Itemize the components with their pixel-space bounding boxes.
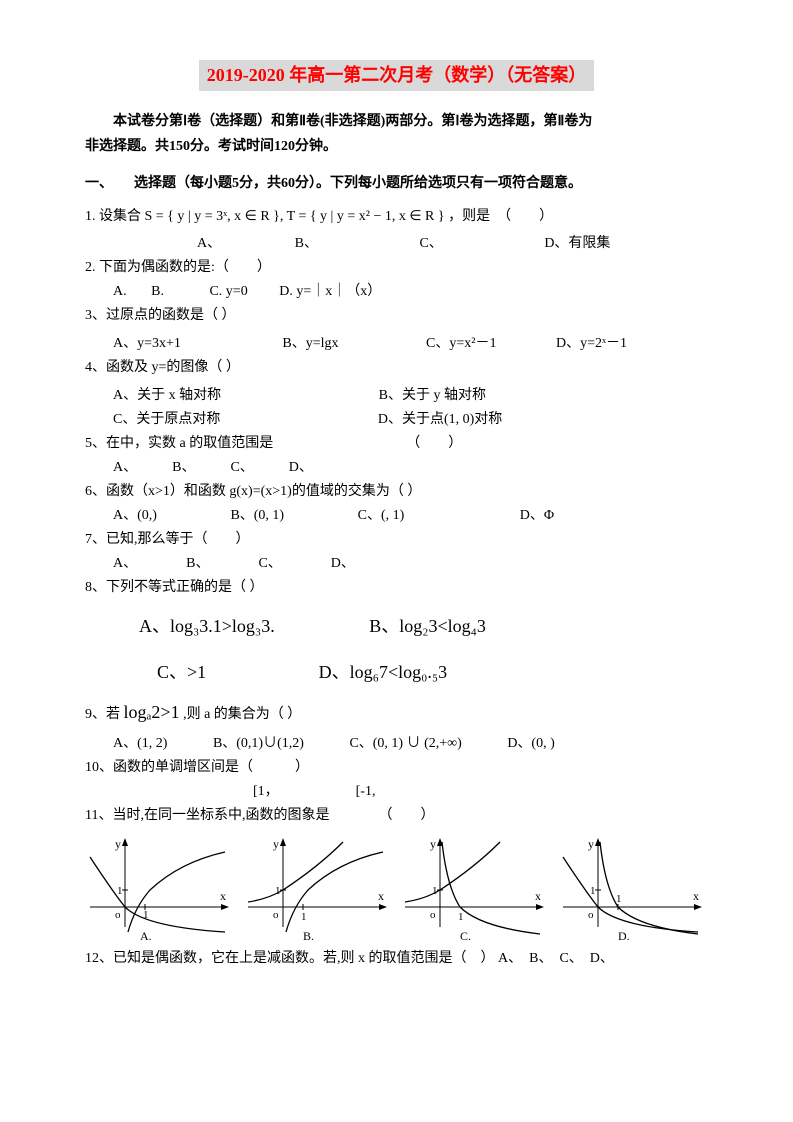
q8-row1: A、log₃3.1>log₃3. B、log₂3<log₄3 — [139, 613, 708, 640]
q4-opt-b: B、关于 y 轴对称 — [379, 388, 486, 403]
q8-opt-b: B、log₂3<log₄3 — [369, 616, 486, 636]
q9-tail: ,则 a 的集合为（ ） — [183, 707, 301, 722]
document-title: 2019-2020 年高一第二次月考（数学）（无答案） — [199, 60, 595, 91]
question-9: 9、若 logₐ2>1 ,则 a 的集合为（ ） — [85, 699, 708, 726]
instructions-line-1: 本试卷分第Ⅰ卷（选择题）和第Ⅱ卷(非选择题)两部分。第Ⅰ卷为选择题，第Ⅱ卷为 — [85, 111, 708, 132]
chart-b: y x 1 1 o B. — [243, 832, 393, 942]
q2-opt-a: A. — [113, 284, 127, 299]
svg-text:1: 1 — [275, 885, 281, 897]
chart-row: y x 1 1 o A. y x 1 1 o B. — [85, 832, 708, 942]
q2-opt-b: B. — [151, 284, 164, 299]
svg-text:1: 1 — [301, 911, 307, 923]
svg-text:y: y — [273, 837, 279, 851]
q8-opt-c: C、>1 — [157, 662, 206, 682]
question-12: 12、已知是偶函数，它在上是减函数。若,则 x 的取值范围是（ ） A、 B、 … — [85, 948, 708, 969]
q2-opt-d: D. y=｜x｜（x） — [279, 284, 381, 299]
q6-opt-a: A、(0,) — [113, 508, 157, 523]
q1-options: A、 B、 C、 D、有限集 — [197, 233, 708, 254]
q3-opt-a: A、y=3x+1 — [113, 336, 181, 351]
instructions-line-2: 非选择题。共150分。考试时间120分钟。 — [85, 136, 708, 157]
question-2: 2. 下面为偶函数的是:（ ） — [85, 257, 708, 278]
svg-text:x: x — [378, 889, 384, 903]
q5-options: A、 B、 C、 D、 — [113, 457, 708, 478]
q8-opt-a: A、log₃3.1>log₃3. — [139, 616, 275, 636]
q8-row2: C、>1 D、log₆7<log₀.₅3 — [157, 659, 708, 686]
q4-opt-d: D、关于点(1, 0)对称 — [378, 412, 502, 427]
chart-d: y x 1 1 o D. — [558, 832, 708, 942]
q1-opt-a: A、 — [197, 236, 221, 251]
q4-opt-a: A、关于 x 轴对称 — [113, 388, 221, 403]
q6-opt-c: C、(, 1) — [358, 508, 405, 523]
q6-opt-b: B、(0, 1) — [230, 508, 284, 523]
svg-text:A.: A. — [140, 929, 152, 942]
svg-text:D.: D. — [618, 929, 630, 942]
q1-text: 1. 设集合 — [85, 209, 145, 224]
q1-opt-c: C、 — [419, 236, 442, 251]
q4-opt-c: C、关于原点对称 — [113, 412, 220, 427]
q1-opt-b: B、 — [295, 236, 318, 251]
question-4: 4、函数及 y=的图像（ ） — [85, 357, 708, 378]
question-7: 7、已知,那么等于（ ） — [85, 529, 708, 550]
question-6: 6、函数（x>1）和函数 g(x)=(x>1)的值域的交集为（ ） — [85, 481, 708, 502]
question-8: 8、下列不等式正确的是（ ） — [85, 577, 708, 598]
q9-opt-a: A、(1, 2) — [113, 736, 167, 751]
q9-text: 9、若 — [85, 707, 124, 722]
q9-opt-d: D、(0, ) — [507, 736, 554, 751]
question-5: 5、在中，实数 a 的取值范围是 （ ） — [85, 433, 708, 454]
q9-options: A、(1, 2) B、(0,1)∪(1,2) C、(0, 1) ∪ (2,+∞)… — [113, 733, 708, 754]
q1-tail: ，则是 （ ） — [448, 209, 553, 224]
q2-opt-c: C. y=0 — [209, 284, 247, 299]
svg-text:y: y — [430, 837, 436, 851]
svg-text:1: 1 — [458, 911, 464, 923]
q6-opt-d: D、Φ — [520, 508, 554, 523]
svg-text:1: 1 — [432, 885, 438, 897]
q1-math: S = { y | y = 3ˣ, x ∈ R }, T = { y | y =… — [145, 209, 445, 224]
svg-text:o: o — [588, 909, 594, 921]
svg-text:y: y — [588, 837, 594, 851]
svg-text:o: o — [430, 909, 436, 921]
svg-text:x: x — [535, 889, 541, 903]
svg-text:y: y — [115, 837, 121, 851]
q4-options-row2: C、关于原点对称 D、关于点(1, 0)对称 — [113, 409, 708, 430]
q7-options: A、 B、 C、 D、 — [113, 553, 708, 574]
svg-text:1: 1 — [117, 885, 123, 897]
svg-text:o: o — [273, 909, 279, 921]
question-1: 1. 设集合 S = { y | y = 3ˣ, x ∈ R }, T = { … — [85, 206, 708, 227]
q9-math: logₐ2>1 — [124, 702, 180, 722]
q3-options: A、y=3x+1 B、y=lgx C、y=x²－1 D、y=2ˣ－1 — [113, 333, 708, 354]
q1-opt-d: D、有限集 — [544, 236, 610, 251]
q9-opt-c: C、(0, 1) ∪ (2,+∞) — [349, 736, 461, 751]
svg-text:1: 1 — [616, 893, 622, 905]
q6-options: A、(0,) B、(0, 1) C、(, 1) D、Φ — [113, 505, 708, 526]
question-10: 10、函数的单调增区间是（ ） — [85, 757, 708, 778]
svg-text:1: 1 — [590, 885, 596, 897]
q10-options: [1， [-1, — [183, 781, 708, 802]
q3-opt-c: C、y=x²－1 — [426, 336, 496, 351]
chart-c: y x 1 1 o C. — [400, 832, 550, 942]
q8-opt-d: D、log₆7<log₀.₅3 — [319, 662, 447, 682]
q2-options: A. B. C. y=0 D. y=｜x｜（x） — [113, 281, 708, 302]
svg-text:o: o — [115, 909, 121, 921]
chart-a: y x 1 1 o A. — [85, 832, 235, 942]
question-3: 3、过原点的函数是（ ） — [85, 305, 708, 326]
question-11: 11、当时,在同一坐标系中,函数的图象是 （ ） — [85, 805, 708, 826]
q4-options-row1: A、关于 x 轴对称 B、关于 y 轴对称 — [113, 385, 708, 406]
svg-text:B.: B. — [303, 929, 314, 942]
q3-opt-b: B、y=lgx — [282, 336, 338, 351]
q3-opt-d: D、y=2ˣ－1 — [556, 336, 627, 351]
svg-text:C.: C. — [460, 929, 471, 942]
q9-opt-b: B、(0,1)∪(1,2) — [213, 736, 304, 751]
svg-text:x: x — [220, 889, 226, 903]
section-1-header: 一、 选择题（每小题5分，共60分）。下列每小题所给选项只有一项符合题意。 — [85, 173, 708, 194]
svg-text:x: x — [693, 889, 699, 903]
